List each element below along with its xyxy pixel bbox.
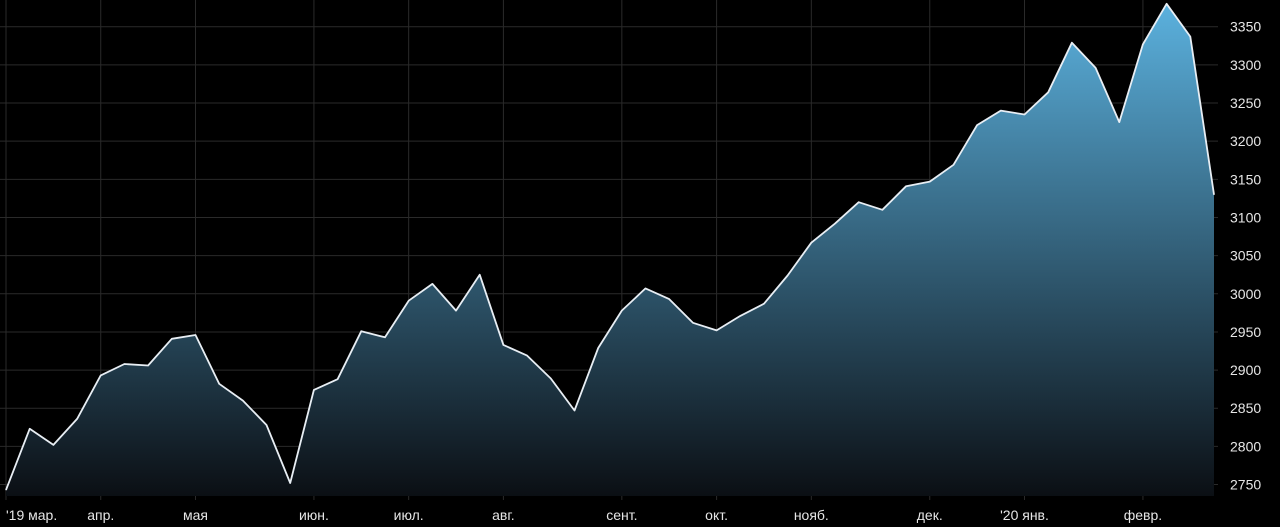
y-tick-label: 3150 [1230, 171, 1261, 187]
data-point [1213, 194, 1215, 196]
y-tick-label: 3100 [1230, 209, 1261, 225]
data-point [171, 338, 173, 340]
data-point [218, 383, 220, 385]
y-tick-label: 2850 [1230, 400, 1261, 416]
data-point [289, 482, 291, 484]
data-point [479, 274, 481, 276]
x-tick-label: авг. [492, 507, 515, 523]
data-point [502, 344, 504, 346]
data-point [337, 378, 339, 380]
data-point [52, 444, 54, 446]
y-tick-label: 2900 [1230, 362, 1261, 378]
data-point [573, 410, 575, 412]
data-point [929, 181, 931, 183]
data-point [384, 336, 386, 338]
data-point [147, 365, 149, 367]
y-tick-label: 2750 [1230, 477, 1261, 493]
data-point [1142, 43, 1144, 45]
data-point [313, 389, 315, 391]
data-point [29, 428, 31, 430]
data-point [739, 315, 741, 317]
data-point [976, 124, 978, 126]
data-point [1047, 91, 1049, 93]
x-tick-label: '19 мар. [6, 507, 57, 523]
data-point [645, 287, 647, 289]
x-tick-label: июл. [394, 507, 424, 523]
x-tick-label: июн. [299, 507, 329, 523]
series-line [5, 2, 1215, 491]
y-tick-label: 3200 [1230, 133, 1261, 149]
x-tick-label: окт. [705, 507, 728, 523]
data-point [76, 418, 78, 420]
data-point [668, 298, 670, 300]
x-tick-label: мая [183, 507, 208, 523]
data-point [123, 363, 125, 365]
data-point [905, 185, 907, 187]
data-point [526, 355, 528, 357]
data-point [455, 310, 457, 312]
x-tick-label: февр. [1124, 507, 1162, 523]
data-point [1189, 36, 1191, 38]
data-point [621, 310, 623, 312]
data-point [431, 283, 433, 285]
data-point [858, 201, 860, 203]
data-point [787, 274, 789, 276]
data-point [810, 242, 812, 244]
data-point [408, 300, 410, 302]
x-tick-label: нояб. [794, 507, 829, 523]
data-point [360, 330, 362, 332]
data-point [763, 303, 765, 305]
data-point [597, 347, 599, 349]
data-point [5, 489, 7, 491]
y-tick-label: 3000 [1230, 286, 1261, 302]
data-point [1118, 121, 1120, 123]
y-tick-label: 3050 [1230, 248, 1261, 264]
y-tick-label: 3350 [1230, 19, 1261, 35]
x-tick-label: дек. [917, 507, 943, 523]
data-point [834, 223, 836, 225]
plot-area [5, 2, 1215, 497]
y-tick-label: 2800 [1230, 438, 1261, 454]
data-point [194, 334, 196, 336]
series-area [6, 3, 1214, 497]
x-tick-label: '20 янв. [1000, 507, 1049, 523]
data-point [1071, 42, 1073, 44]
data-point [716, 329, 718, 331]
y-tick-label: 3300 [1230, 57, 1261, 73]
data-point [100, 374, 102, 376]
data-point [266, 424, 268, 426]
data-point [1024, 113, 1026, 115]
data-point [881, 209, 883, 211]
y-tick-label: 2950 [1230, 324, 1261, 340]
data-point [952, 164, 954, 166]
data-point [1095, 67, 1097, 69]
data-point [550, 377, 552, 379]
data-point [1000, 110, 1002, 112]
data-point [242, 400, 244, 402]
x-tick-label: сент. [606, 507, 637, 523]
x-tick-label: апр. [87, 507, 114, 523]
data-point [1166, 3, 1168, 5]
data-point [692, 322, 694, 324]
y-axis: 2750 2800 2850 2900 2950 3000 3050 3100 3150 3200… [1230, 19, 1261, 493]
y-tick-label: 3250 [1230, 95, 1261, 111]
x-axis: '19 мар. апр. мая июн. июл. авг. сент. окт. нояб… [6, 507, 1162, 523]
